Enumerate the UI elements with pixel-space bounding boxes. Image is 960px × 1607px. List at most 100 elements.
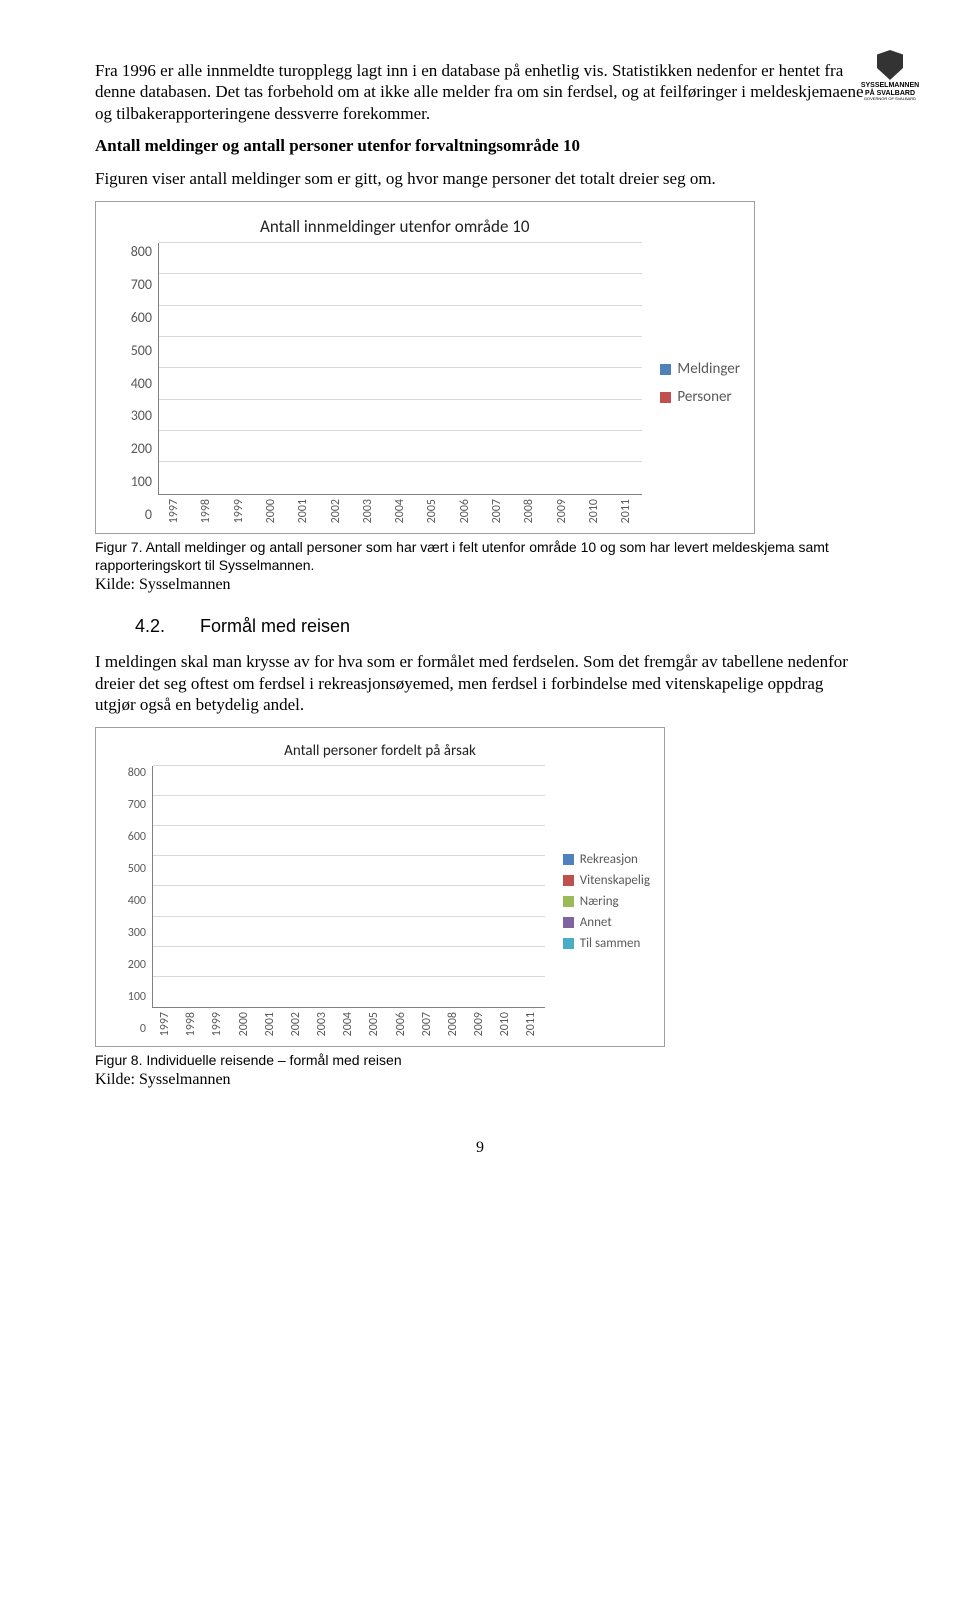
x-tick-label: 2008 xyxy=(446,1012,460,1036)
x-tick-label: 2003 xyxy=(315,1012,329,1036)
y-tick-label: 0 xyxy=(145,506,152,523)
y-tick-label: 700 xyxy=(128,798,146,812)
legend-label: Rekreasjon xyxy=(580,852,638,867)
page: SYSSELMANNEN PÅ SVALBARD GOVERNOR OF SVA… xyxy=(0,0,960,1217)
x-tick-label: 2010 xyxy=(587,499,601,523)
legend-item: Personer xyxy=(660,388,740,406)
x-tick-label: 1998 xyxy=(184,1012,198,1036)
chart-1-x-axis: 1997 1998 1999 2000 2001 2002 2003 2004 2005 2006… xyxy=(158,495,642,523)
heading-1: Antall meldinger og antall personer uten… xyxy=(95,136,865,156)
x-tick-label: 2007 xyxy=(420,1012,434,1036)
page-number: 9 xyxy=(95,1139,865,1157)
x-tick-label: 2004 xyxy=(341,1012,355,1036)
y-tick-label: 500 xyxy=(128,862,146,876)
x-tick-label: 2005 xyxy=(425,499,439,523)
y-tick-label: 800 xyxy=(128,766,146,780)
chart-2-plot xyxy=(152,766,545,1008)
y-tick-label: 700 xyxy=(131,276,152,293)
figure-8-source: Kilde: Sysselmannen xyxy=(95,1071,865,1089)
y-tick-label: 300 xyxy=(128,926,146,940)
x-tick-label: 2006 xyxy=(394,1012,408,1036)
x-tick-label: 2008 xyxy=(522,499,536,523)
x-tick-label: 2001 xyxy=(263,1012,277,1036)
x-tick-label: 1997 xyxy=(158,1012,172,1036)
legend-swatch xyxy=(563,917,574,928)
figure-7-box: Antall innmeldinger utenfor område 10 80… xyxy=(95,201,755,534)
y-tick-label: 200 xyxy=(131,440,152,457)
legend-label: Vitenskapelig xyxy=(580,873,650,888)
x-tick-label: 1999 xyxy=(210,1012,224,1036)
x-tick-label: 2010 xyxy=(498,1012,512,1036)
figure-7-caption: Figur 7. Antall meldinger og antall pers… xyxy=(95,538,865,574)
x-tick-label: 2002 xyxy=(289,1012,303,1036)
y-tick-label: 600 xyxy=(131,309,152,326)
x-tick-label: 1999 xyxy=(232,499,246,523)
chart-1-y-axis: 800 700 600 500 400 300 200 100 0 xyxy=(110,243,158,523)
legend-swatch xyxy=(660,392,671,403)
y-tick-label: 100 xyxy=(128,990,146,1004)
legend-item: Til sammen xyxy=(563,936,650,951)
paragraph-1: Fra 1996 er alle innmeldte turopplegg la… xyxy=(95,60,865,124)
legend-swatch xyxy=(563,854,574,865)
x-tick-label: 2002 xyxy=(329,499,343,523)
y-tick-label: 500 xyxy=(131,342,152,359)
figure-8-caption: Figur 8. Individuelle reisende – formål … xyxy=(95,1051,865,1069)
chart-1-title: Antall innmeldinger utenfor område 10 xyxy=(180,216,740,237)
chart-2-title: Antall personer fordelt på årsak xyxy=(110,742,650,760)
y-tick-label: 600 xyxy=(128,830,146,844)
y-tick-label: 800 xyxy=(131,243,152,260)
chart-1-legend: Meldinger Personer xyxy=(642,243,740,523)
legend-swatch xyxy=(563,896,574,907)
figure-7-source: Kilde: Sysselmannen xyxy=(95,576,865,594)
y-tick-label: 300 xyxy=(131,407,152,424)
legend-item: Annet xyxy=(563,915,650,930)
x-tick-label: 2000 xyxy=(237,1012,251,1036)
legend-item: Vitenskapelig xyxy=(563,873,650,888)
paragraph-2: Figuren viser antall meldinger som er gi… xyxy=(95,168,865,189)
y-tick-label: 400 xyxy=(131,375,152,392)
x-tick-label: 2000 xyxy=(264,499,278,523)
legend-item: Rekreasjon xyxy=(563,852,650,867)
legend-swatch xyxy=(660,364,671,375)
section-4-2-heading: 4.2. Formål med reisen xyxy=(135,616,865,637)
logo-subtext: GOVERNOR OF SVALBARD xyxy=(855,97,925,101)
legend-item: Meldinger xyxy=(660,360,740,378)
chart-2-legend: Rekreasjon Vitenskapelig Næring Annet Til sa… xyxy=(545,766,650,1036)
x-tick-label: 1998 xyxy=(199,499,213,523)
y-tick-label: 100 xyxy=(131,473,152,490)
chart-2-x-axis: 1997 1998 1999 2000 2001 2002 2003 2004 2005 2006… xyxy=(152,1008,545,1036)
legend-swatch xyxy=(563,938,574,949)
paragraph-3: I meldingen skal man krysse av for hva s… xyxy=(95,651,865,715)
y-tick-label: 200 xyxy=(128,958,146,972)
header-logo: SYSSELMANNEN PÅ SVALBARD GOVERNOR OF SVA… xyxy=(855,50,925,102)
x-tick-label: 2005 xyxy=(367,1012,381,1036)
x-tick-label: 2006 xyxy=(458,499,472,523)
figure-8-box: Antall personer fordelt på årsak 800 700 6… xyxy=(95,727,665,1047)
x-tick-label: 2003 xyxy=(361,499,375,523)
section-title: Formål med reisen xyxy=(200,616,350,636)
x-tick-label: 2007 xyxy=(490,499,504,523)
legend-label: Meldinger xyxy=(677,360,740,378)
x-tick-label: 2009 xyxy=(555,499,569,523)
chart-2: Antall personer fordelt på årsak 800 700 6… xyxy=(110,742,650,1036)
legend-label: Til sammen xyxy=(580,936,641,951)
x-tick-label: 2011 xyxy=(524,1012,538,1036)
legend-swatch xyxy=(563,875,574,886)
x-tick-label: 2009 xyxy=(472,1012,486,1036)
shield-icon xyxy=(877,50,903,80)
x-tick-label: 2011 xyxy=(619,499,633,523)
logo-text-1: SYSSELMANNEN xyxy=(855,82,925,90)
legend-label: Næring xyxy=(580,894,619,909)
legend-item: Næring xyxy=(563,894,650,909)
chart-1: Antall innmeldinger utenfor område 10 80… xyxy=(110,216,740,523)
x-tick-label: 2004 xyxy=(393,499,407,523)
y-tick-label: 0 xyxy=(140,1022,146,1036)
chart-2-y-axis: 800 700 600 500 400 300 200 100 0 xyxy=(110,766,152,1036)
legend-label: Annet xyxy=(580,915,612,930)
legend-label: Personer xyxy=(677,388,731,406)
x-tick-label: 2001 xyxy=(296,499,310,523)
x-tick-label: 1997 xyxy=(167,499,181,523)
y-tick-label: 400 xyxy=(128,894,146,908)
chart-1-plot xyxy=(158,243,642,495)
section-number: 4.2. xyxy=(135,616,195,637)
